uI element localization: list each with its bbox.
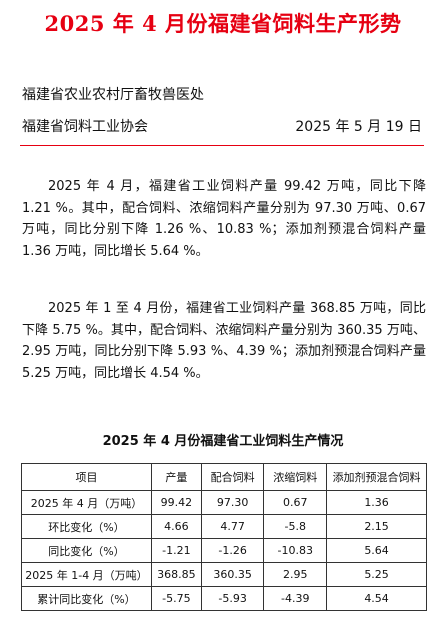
table-header-row: 项目 产量 配合饲料 浓缩饲料 添加剂预混合饲料 bbox=[21, 463, 427, 491]
header-output: 产量 bbox=[150, 463, 202, 491]
paragraph-april: 2025 年 4 月，福建省工业饲料产量 99.42 万吨，同比下降 1.21 … bbox=[22, 179, 426, 259]
table-title: 2025 年 4 月份福建省工业饲料生产情况 bbox=[102, 434, 344, 449]
header-compound-feed: 配合饲料 bbox=[200, 463, 265, 491]
cell-compound: 4.77 bbox=[200, 514, 265, 539]
issue-date: 2025 年 5 月 19 日 bbox=[295, 119, 422, 135]
issuer-association: 福建省饲料工业协会 bbox=[22, 119, 148, 135]
cell-output: 4.66 bbox=[150, 514, 202, 539]
row-label: 2025 年 4 月（万吨） bbox=[21, 490, 152, 515]
cell-premix: 4.54 bbox=[326, 586, 427, 611]
cell-concentrate: 0.67 bbox=[263, 490, 328, 515]
red-divider bbox=[20, 145, 424, 146]
cell-premix: 5.64 bbox=[326, 538, 427, 563]
paragraph-jan-apr: 2025 年 1 至 4 月份，福建省工业饲料产量 368.85 万吨，同比下降… bbox=[22, 301, 426, 381]
cell-output: 368.85 bbox=[150, 562, 202, 587]
table-row: 环比变化（%） 4.66 4.77 -5.8 2.15 bbox=[21, 514, 427, 539]
cell-compound: 360.35 bbox=[200, 562, 265, 587]
cell-output: -5.75 bbox=[150, 586, 202, 611]
cell-premix: 1.36 bbox=[326, 490, 427, 515]
header-premix-feed: 添加剂预混合饲料 bbox=[326, 463, 427, 491]
cell-concentrate: 2.95 bbox=[263, 562, 328, 587]
cell-output: -1.21 bbox=[150, 538, 202, 563]
cell-concentrate: -10.83 bbox=[263, 538, 328, 563]
issuer-department: 福建省农业农村厅畜牧兽医处 bbox=[22, 87, 204, 103]
cell-concentrate: -4.39 bbox=[263, 586, 328, 611]
cell-premix: 5.25 bbox=[326, 562, 427, 587]
cell-output: 99.42 bbox=[150, 490, 202, 515]
table-row: 2025 年 4 月（万吨） 99.42 97.30 0.67 1.36 bbox=[21, 490, 427, 515]
production-table: 项目 产量 配合饲料 浓缩饲料 添加剂预混合饲料 2025 年 4 月（万吨） … bbox=[21, 463, 427, 611]
cell-compound: 97.30 bbox=[200, 490, 265, 515]
page-title: 2025 年 4 月份福建省饲料生产形势 bbox=[44, 11, 402, 36]
cell-compound: -1.26 bbox=[200, 538, 265, 563]
table-row: 累计同比变化（%） -5.75 -5.93 -4.39 4.54 bbox=[21, 586, 427, 611]
row-label: 2025 年 1-4 月（万吨） bbox=[21, 562, 152, 587]
table-row: 2025 年 1-4 月（万吨） 368.85 360.35 2.95 5.25 bbox=[21, 562, 427, 587]
row-label: 同比变化（%） bbox=[21, 538, 152, 563]
header-concentrate-feed: 浓缩饲料 bbox=[263, 463, 328, 491]
row-label: 环比变化（%） bbox=[21, 514, 152, 539]
table-row: 同比变化（%） -1.21 -1.26 -10.83 5.64 bbox=[21, 538, 427, 563]
cell-compound: -5.93 bbox=[200, 586, 265, 611]
header-item: 项目 bbox=[21, 463, 152, 491]
cell-premix: 2.15 bbox=[326, 514, 427, 539]
cell-concentrate: -5.8 bbox=[263, 514, 328, 539]
row-label: 累计同比变化（%） bbox=[21, 586, 152, 611]
